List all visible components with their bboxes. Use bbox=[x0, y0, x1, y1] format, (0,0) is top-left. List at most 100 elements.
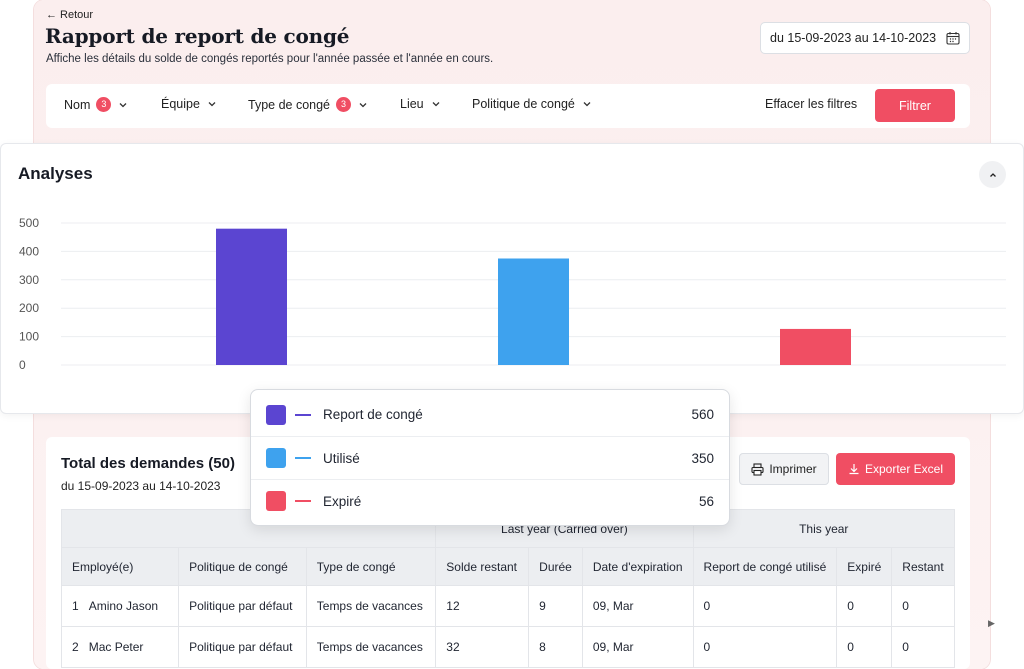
print-button[interactable]: Imprimer bbox=[739, 453, 829, 485]
legend-item-expire[interactable]: Expiré 56 bbox=[251, 479, 729, 522]
column-header[interactable]: Expiré bbox=[836, 547, 893, 586]
legend-dash bbox=[295, 457, 311, 459]
column-header[interactable]: Type de congé bbox=[305, 547, 437, 586]
table-row[interactable]: 2 Mac Peter Politique par défaut Temps d… bbox=[60, 626, 955, 668]
y-tick-label: 0 bbox=[19, 358, 26, 372]
filter-lieu[interactable]: Lieu bbox=[400, 97, 442, 111]
filter-label: Type de congé bbox=[248, 97, 331, 112]
legend-swatch bbox=[266, 404, 286, 425]
table-date-range: du 15-09-2023 au 14-10-2023 bbox=[61, 479, 221, 493]
column-header[interactable]: Date d'expiration bbox=[581, 547, 694, 586]
balance-cell: 12 bbox=[435, 585, 530, 627]
filter-label: Lieu bbox=[400, 97, 424, 111]
clear-filters-link[interactable]: Effacer les filtres bbox=[765, 97, 858, 111]
column-header[interactable]: Solde restant bbox=[435, 547, 530, 586]
export-label: Exporter Excel bbox=[864, 462, 944, 476]
legend-value: 350 bbox=[691, 450, 714, 466]
y-tick-label: 500 bbox=[19, 216, 39, 230]
back-link[interactable]: ← Retour bbox=[46, 9, 94, 21]
y-tick-label: 300 bbox=[19, 273, 39, 287]
analytics-card: Analyses 0 100 200 300 400 500 bbox=[0, 143, 1024, 414]
collapse-button[interactable] bbox=[979, 161, 1006, 188]
export-excel-button[interactable]: Exporter Excel bbox=[836, 453, 955, 485]
requests-table: Last year (Carried over) This year Emplo… bbox=[60, 509, 956, 668]
chevron-down-icon bbox=[359, 102, 367, 107]
bar-report-de-cong-[interactable] bbox=[216, 228, 287, 365]
chevron-down-icon bbox=[119, 102, 127, 107]
filter-count-badge: 3 bbox=[96, 97, 112, 112]
employee-name: Amino Jason bbox=[88, 599, 159, 613]
filter-bar: Nom 3 Équipe Type de congé 3 Lieu Politi… bbox=[46, 84, 970, 128]
legend-value: 560 bbox=[691, 407, 714, 422]
filter-label: Nom bbox=[64, 97, 91, 112]
legend-value: 56 bbox=[698, 493, 714, 509]
page-title: Rapport de report de congé bbox=[45, 24, 350, 48]
balance-cell: 32 bbox=[435, 626, 530, 668]
table-title: Total des demandes (50) bbox=[61, 455, 235, 472]
filter-label: Politique de congé bbox=[472, 97, 575, 111]
column-header[interactable]: Employé(e) bbox=[60, 547, 180, 586]
remaining-cell: 0 bbox=[891, 626, 955, 668]
expiry-cell: 09, Mar bbox=[581, 626, 694, 668]
legend-swatch bbox=[266, 448, 286, 468]
legend-label: Report de congé bbox=[323, 407, 423, 422]
filter-politique[interactable]: Politique de congé bbox=[472, 97, 593, 111]
legend-item-report[interactable]: Report de congé 560 bbox=[251, 393, 729, 436]
chevron-down-icon bbox=[208, 102, 216, 107]
bar-utilis-[interactable] bbox=[498, 258, 569, 366]
chevron-down-icon bbox=[432, 102, 440, 107]
print-label: Imprimer bbox=[769, 462, 817, 476]
expired-cell: 0 bbox=[836, 585, 893, 627]
duration-cell: 8 bbox=[528, 626, 583, 668]
chart-legend-popup: Report de congé 560 Utilisé 350 Expiré 5… bbox=[250, 389, 730, 526]
policy-cell: Politique par défaut bbox=[178, 626, 307, 668]
remaining-cell: 0 bbox=[891, 585, 955, 627]
leave-type-cell: Temps de vacances bbox=[305, 626, 437, 668]
expired-cell: 0 bbox=[836, 626, 893, 668]
scroll-right-icon[interactable]: ▶ bbox=[988, 618, 995, 628]
employee-cell: 1 Amino Jason bbox=[60, 585, 180, 627]
legend-label: Expiré bbox=[323, 493, 362, 509]
legend-label: Utilisé bbox=[323, 450, 360, 466]
expiry-cell: 09, Mar bbox=[581, 585, 694, 627]
page-subtitle: Affiche les détails du solde de congés r… bbox=[46, 53, 494, 65]
leave-type-cell: Temps de vacances bbox=[305, 585, 437, 627]
chevron-down-icon bbox=[583, 102, 591, 107]
filter-label: Équipe bbox=[161, 97, 200, 111]
duration-cell: 9 bbox=[528, 585, 583, 627]
filter-count-badge: 3 bbox=[336, 97, 352, 112]
y-tick-label: 100 bbox=[19, 330, 39, 344]
policy-cell: Politique par défaut bbox=[178, 585, 307, 627]
bar-chart: 0 100 200 300 400 500 bbox=[19, 216, 1006, 372]
y-tick-label: 400 bbox=[19, 244, 39, 258]
filter-type-conge[interactable]: Type de congé 3 bbox=[248, 97, 369, 112]
printer-icon bbox=[751, 462, 764, 476]
table-group-header-this-year: This year bbox=[692, 509, 956, 548]
analytics-title: Analyses bbox=[18, 164, 93, 183]
employee-name: Mac Peter bbox=[88, 640, 144, 654]
chevron-up-icon bbox=[989, 172, 996, 177]
employee-cell: 2 Mac Peter bbox=[60, 626, 180, 668]
used-cell: 0 bbox=[692, 585, 838, 627]
row-number: 1 bbox=[72, 599, 79, 613]
filter-equipe[interactable]: Équipe bbox=[161, 97, 218, 111]
column-header[interactable]: Report de congé utilisé bbox=[692, 547, 838, 586]
legend-swatch bbox=[266, 491, 286, 511]
date-range-picker[interactable]: du 15-09-2023 au 14-10-2023 bbox=[760, 22, 970, 54]
table-row[interactable]: 1 Amino Jason Politique par défaut Temps… bbox=[60, 585, 955, 627]
apply-filter-button[interactable]: Filtrer bbox=[875, 89, 955, 122]
legend-item-utilise[interactable]: Utilisé 350 bbox=[251, 436, 729, 479]
column-header[interactable]: Restant bbox=[891, 547, 955, 586]
legend-dash bbox=[295, 413, 311, 416]
row-number: 2 bbox=[72, 640, 79, 654]
column-header[interactable]: Durée bbox=[528, 547, 583, 586]
y-tick-label: 200 bbox=[19, 301, 39, 315]
filter-nom[interactable]: Nom 3 bbox=[64, 97, 129, 112]
used-cell: 0 bbox=[692, 626, 838, 668]
requests-table-card: Total des demandes (50) du 15-09-2023 au… bbox=[46, 437, 970, 669]
table-group-header-empty bbox=[60, 509, 437, 548]
bar-expir-[interactable] bbox=[780, 328, 851, 365]
column-header[interactable]: Politique de congé bbox=[178, 547, 307, 586]
calendar-icon bbox=[946, 32, 960, 45]
download-icon bbox=[849, 464, 859, 475]
